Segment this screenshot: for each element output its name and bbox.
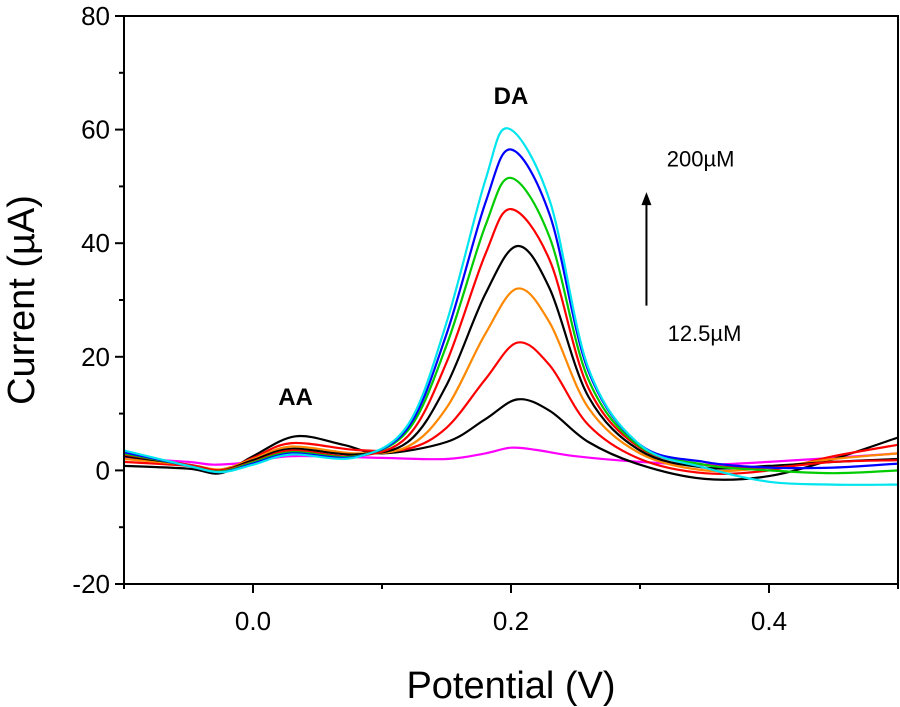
x-tick-label: 0.0 bbox=[235, 606, 271, 636]
y-axis-title: Current (µA) bbox=[1, 195, 43, 405]
x-axis-title: Potential (V) bbox=[406, 665, 615, 707]
series-layer bbox=[124, 127, 898, 486]
tick-layer bbox=[115, 15, 899, 593]
up-arrow-icon bbox=[641, 192, 652, 306]
low-concentration-label: 12.5µM bbox=[668, 321, 742, 346]
series-line-2 bbox=[124, 341, 898, 476]
y-tick-label: 60 bbox=[81, 115, 110, 145]
series-line-3 bbox=[124, 287, 898, 473]
y-tick-label: 0 bbox=[96, 455, 110, 485]
y-tick-label: -20 bbox=[72, 569, 110, 599]
x-tick-label: 0.4 bbox=[751, 606, 787, 636]
series-line-0 bbox=[124, 446, 898, 466]
y-tick-label: 80 bbox=[81, 1, 110, 31]
series-line-8 bbox=[124, 127, 898, 486]
series-line-6 bbox=[124, 176, 898, 475]
y-tick-label: 40 bbox=[81, 228, 110, 258]
series-line-4 bbox=[124, 244, 898, 472]
y-tick-labels: -20 0 20 40 60 80 bbox=[72, 1, 110, 599]
aa-peak-label: AA bbox=[278, 384, 313, 411]
series-line-7 bbox=[124, 148, 898, 474]
high-concentration-label: 200µM bbox=[667, 147, 735, 172]
x-tick-label: 0.2 bbox=[493, 606, 529, 636]
da-peak-label: DA bbox=[494, 83, 529, 110]
x-tick-labels: 0.0 0.2 0.4 bbox=[235, 606, 787, 636]
y-tick-label: 20 bbox=[81, 342, 110, 372]
